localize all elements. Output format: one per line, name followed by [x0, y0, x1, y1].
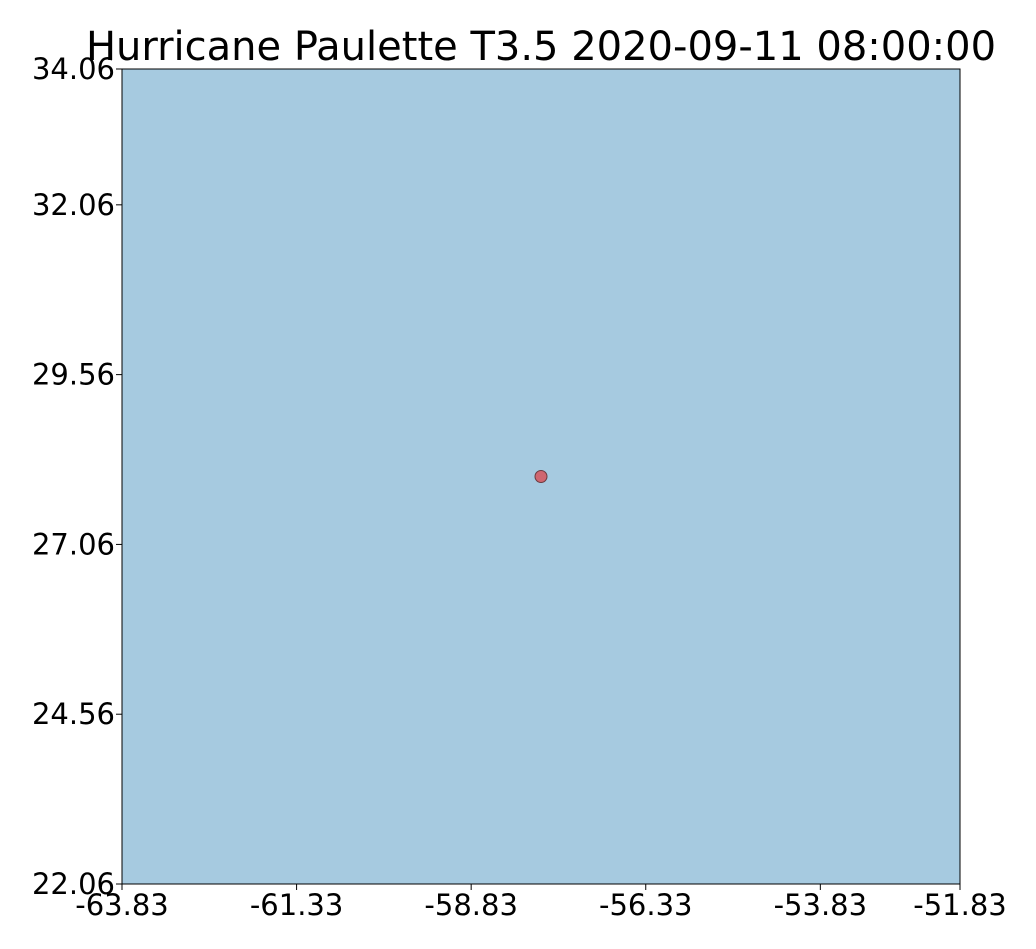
- y-tick-label: 24.56: [32, 697, 115, 731]
- y-tick-label: 22.06: [32, 867, 115, 901]
- x-tick-label: -61.33: [250, 888, 344, 922]
- x-tick-label: -53.83: [774, 888, 868, 922]
- y-tick-label: 27.06: [32, 527, 115, 561]
- storm-center-marker: [534, 470, 548, 483]
- y-tick-label: 29.56: [32, 358, 115, 392]
- x-axis: -63.83 -61.33 -58.83 -56.33 -53.83 -51.83: [75, 884, 1007, 922]
- y-tick-label: 34.06: [32, 52, 115, 86]
- plot-frame: [121, 68, 961, 885]
- y-axis: 22.06 24.56 27.06 29.56 32.06 34.06: [32, 52, 122, 901]
- x-tick-label: -63.83: [75, 888, 169, 922]
- storm-markers: [534, 470, 548, 483]
- map-title: Hurricane Paulette T3.5 2020-09-11 08:00…: [86, 24, 996, 70]
- y-tick-label: 32.06: [32, 188, 115, 222]
- x-tick-label: -56.33: [599, 888, 693, 922]
- x-tick-label: -58.83: [424, 888, 518, 922]
- x-tick-label: -51.83: [913, 888, 1007, 922]
